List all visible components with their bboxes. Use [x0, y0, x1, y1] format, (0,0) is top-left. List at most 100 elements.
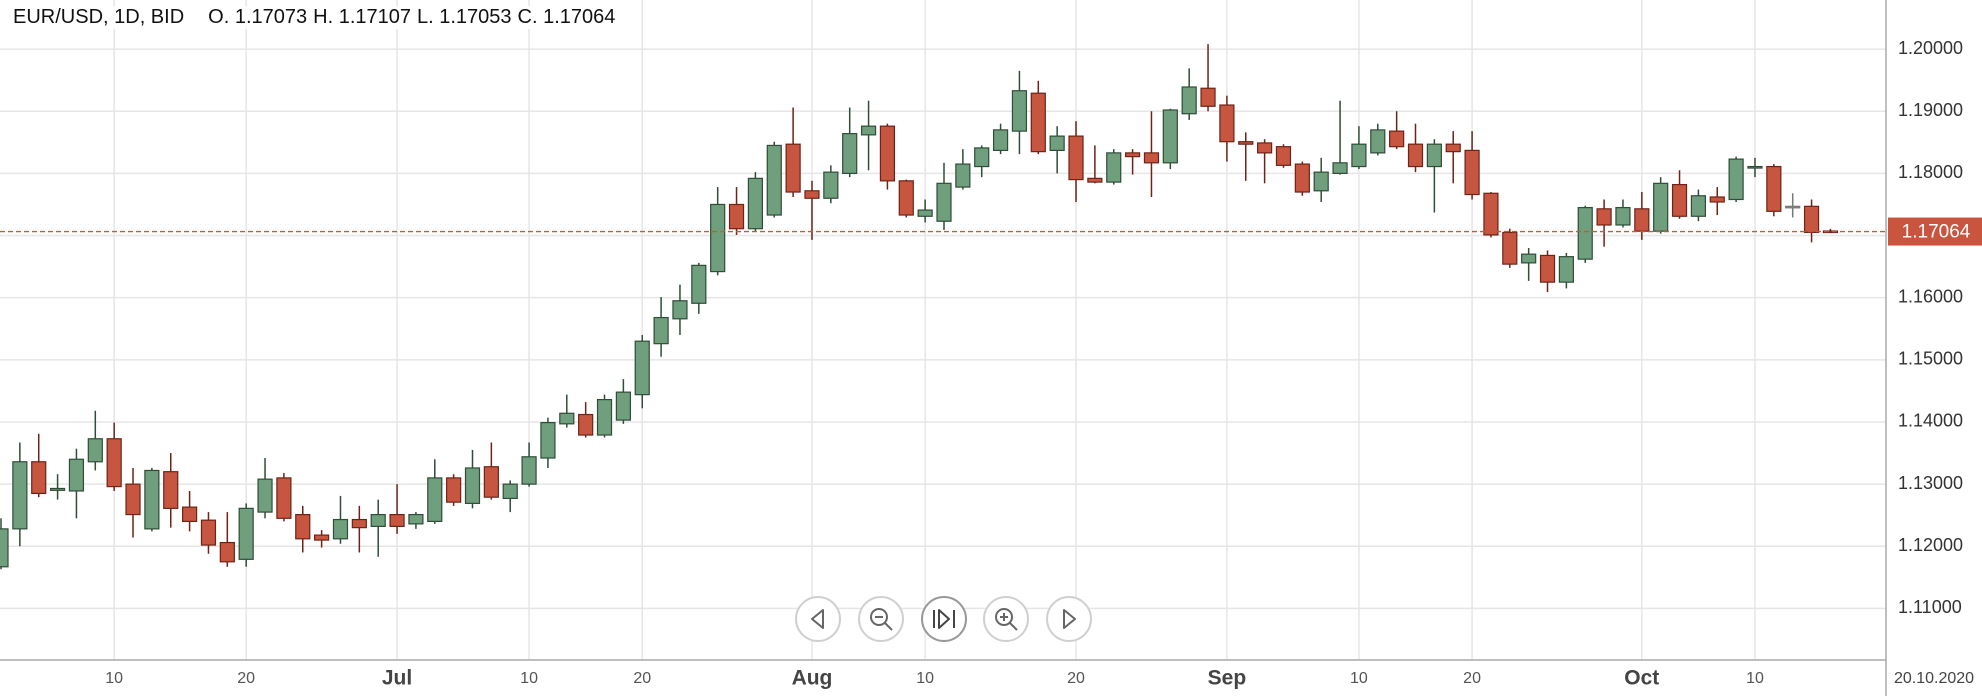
candle-body [1728, 158, 1744, 201]
nav-button[interactable] [795, 596, 841, 642]
candle-body [1709, 196, 1725, 203]
button-circle[interactable] [795, 596, 841, 642]
ohlc-label: O. [208, 6, 230, 28]
candle-body [559, 412, 575, 425]
ohlc-value: 1.17064 [543, 6, 616, 28]
candle-body [842, 133, 858, 174]
candle-body [219, 541, 235, 563]
candle-body [1577, 206, 1593, 260]
candle-body [1539, 254, 1556, 283]
candle-body [747, 177, 764, 230]
candle-body [860, 125, 877, 136]
x-tick-label: 10 [1350, 670, 1368, 687]
icon[interactable] [1063, 609, 1076, 629]
nav-button[interactable] [858, 596, 904, 642]
candle-body [12, 461, 28, 530]
candle-body [974, 147, 990, 168]
candle-body [1766, 165, 1782, 212]
candle-body [332, 518, 349, 540]
y-tick-label: 1.19000 [1898, 100, 1963, 120]
candle-body [87, 438, 103, 463]
x-tick-label: Oct [1624, 667, 1659, 690]
candle-body [1558, 256, 1574, 283]
button-circle[interactable] [1046, 596, 1092, 642]
candle-body [1596, 208, 1612, 226]
candle-body [144, 469, 160, 530]
candle-body [408, 513, 424, 525]
candle-body [823, 171, 839, 199]
candle-body [483, 466, 499, 498]
candle-body [1690, 195, 1707, 217]
candle-body [1502, 231, 1518, 265]
candle-body [1313, 171, 1329, 192]
candle-body [1747, 165, 1763, 169]
candle-body [1257, 142, 1273, 154]
icon[interactable] [1000, 613, 1018, 631]
nav-button[interactable] [921, 596, 967, 642]
candle-body [389, 513, 405, 527]
candle-body [521, 456, 537, 485]
icon[interactable] [870, 608, 888, 626]
x-tick-label: 20 [237, 670, 255, 687]
candles [0, 44, 1839, 570]
candle-body [936, 182, 952, 222]
nav-button[interactable] [1046, 596, 1092, 642]
candle-body [634, 340, 650, 396]
candle-body [1200, 87, 1216, 107]
button-circle[interactable] [858, 596, 904, 642]
candle-body [464, 467, 481, 504]
symbol: EUR/USD, 1D, BID [13, 6, 185, 28]
candle-body [0, 528, 9, 568]
candle-body [785, 143, 801, 193]
candle-body [200, 519, 217, 546]
candle-body [653, 316, 669, 345]
candle-body [276, 477, 292, 519]
candle-body [710, 203, 726, 273]
candle-body [766, 144, 782, 216]
candle-body [1785, 205, 1801, 209]
ohlc-value: 1.17107 [338, 6, 411, 28]
button-circle[interactable] [983, 596, 1029, 642]
candle-body [1653, 182, 1669, 232]
candle-body [898, 180, 914, 216]
candle-body [1068, 135, 1084, 181]
y-tick-label: 1.13000 [1898, 473, 1963, 493]
candle-body [1407, 143, 1424, 168]
x-tick-label: 20 [1463, 670, 1481, 687]
candle-body [238, 507, 254, 560]
candle-body [257, 478, 273, 513]
x-tick-label: 10 [916, 670, 934, 687]
icon[interactable] [811, 609, 824, 629]
icon[interactable] [995, 608, 1013, 626]
candle-body [1087, 177, 1103, 183]
candle-body [31, 461, 47, 495]
candle-body [728, 203, 745, 230]
candle-body [1370, 129, 1386, 154]
x-tick-label: Jun [0, 667, 1, 690]
candle-body [1483, 192, 1499, 236]
x-tick-label: 20 [1067, 670, 1085, 687]
ohlc-label: H. [313, 6, 334, 28]
x-tick-label: 10 [1746, 670, 1764, 687]
candle-body [502, 483, 518, 500]
candle-body [446, 477, 462, 503]
last-price-label: 1.17064 [1902, 222, 1971, 243]
candle-body [1822, 230, 1839, 234]
ohlc-label: L. [417, 6, 434, 28]
icon[interactable] [875, 616, 893, 631]
candle-body [992, 129, 1009, 151]
candle-body [596, 399, 613, 436]
button-circle[interactable] [921, 596, 967, 642]
candle-body [182, 506, 198, 523]
x-tick-label: Sep [1208, 667, 1247, 690]
nav-button[interactable] [983, 596, 1029, 642]
candle-body [1049, 135, 1065, 151]
date-label: 20.10.2020 [1894, 670, 1974, 687]
icon[interactable] [933, 609, 955, 629]
candle-body [1238, 141, 1254, 145]
candle-body [1162, 109, 1178, 164]
ohlc-value: 1.17053 [439, 6, 512, 28]
y-tick-label: 1.14000 [1898, 411, 1963, 431]
candle-body [1803, 205, 1820, 234]
